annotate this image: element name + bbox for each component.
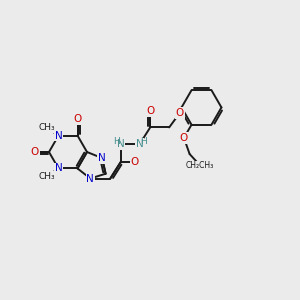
Text: CH₃: CH₃ (39, 172, 56, 181)
Text: N: N (55, 130, 62, 140)
Text: CH₂CH₃: CH₂CH₃ (186, 161, 214, 170)
Text: O: O (74, 114, 82, 124)
Text: O: O (176, 108, 184, 118)
Text: H: H (140, 137, 147, 146)
Text: N: N (136, 139, 144, 149)
Text: O: O (180, 133, 188, 143)
Text: O: O (131, 157, 139, 167)
Text: O: O (146, 106, 154, 116)
Text: N: N (98, 153, 106, 163)
Text: O: O (31, 147, 39, 157)
Text: H: H (113, 137, 120, 146)
Text: N: N (86, 173, 94, 184)
Text: N: N (55, 164, 62, 173)
Text: CH₃: CH₃ (39, 123, 56, 132)
Text: N: N (117, 139, 124, 149)
